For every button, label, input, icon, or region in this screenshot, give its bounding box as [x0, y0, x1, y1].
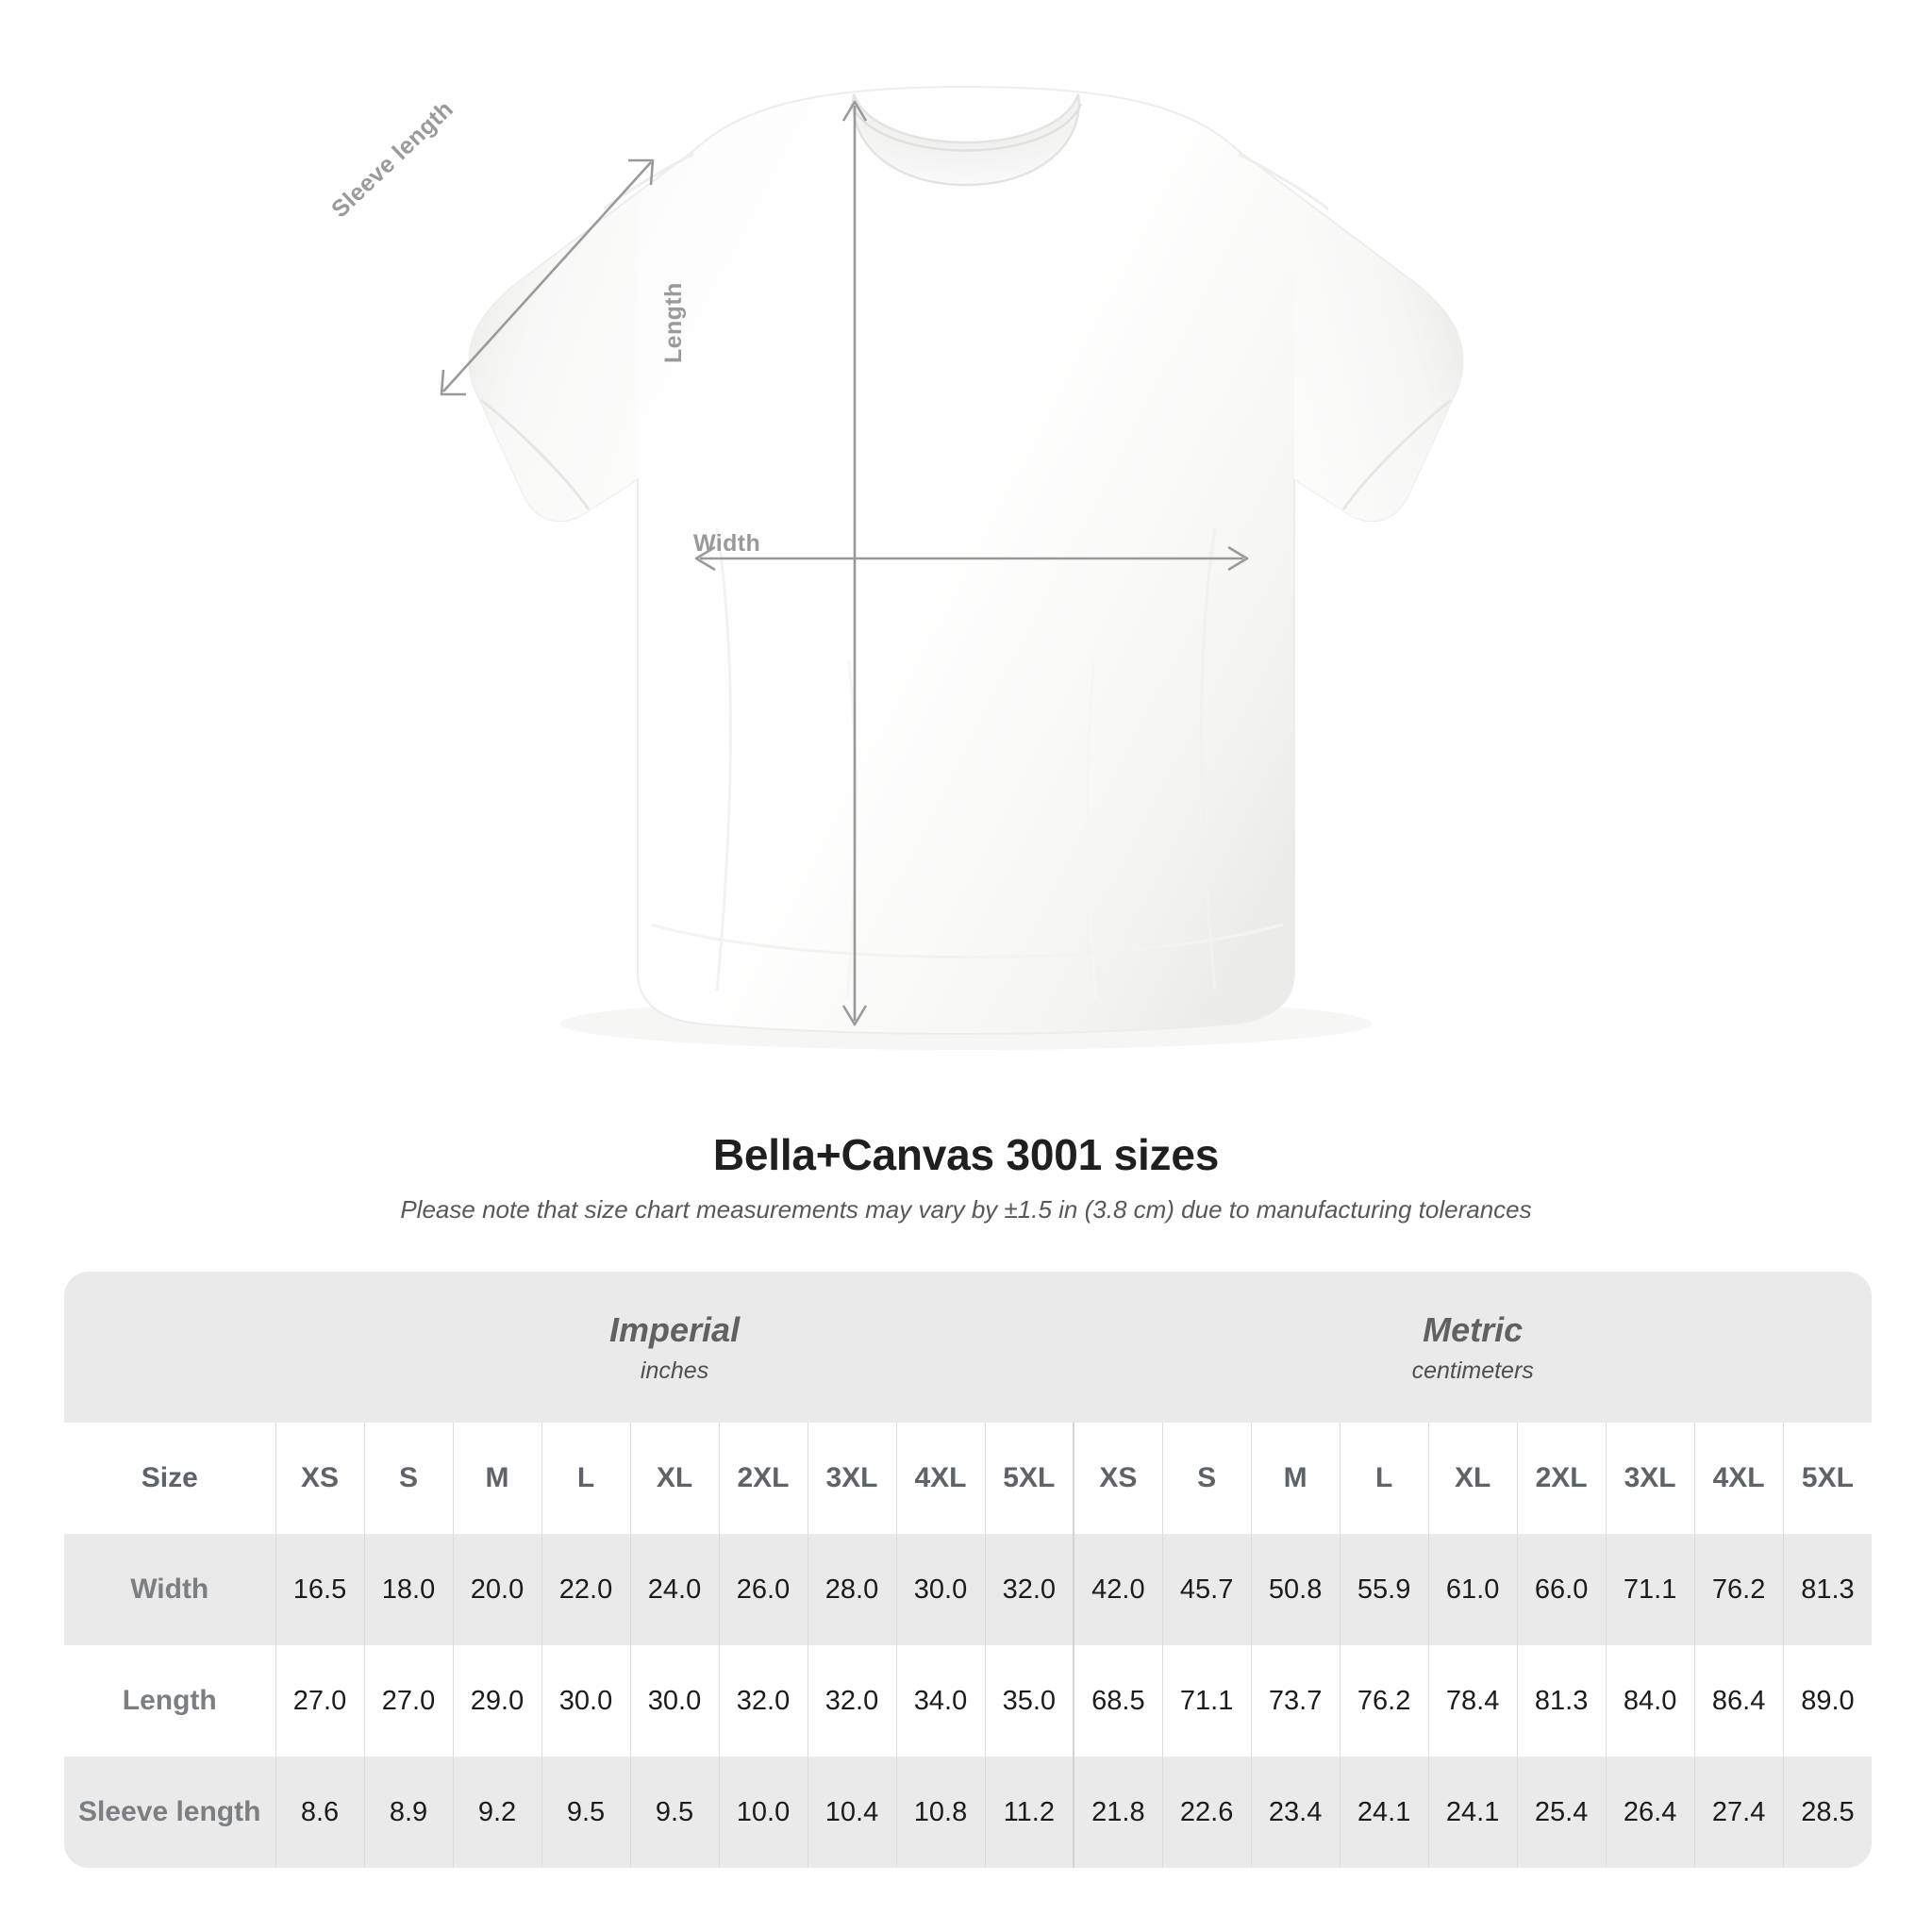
cell-sleeve-metric-xl: 24.1 [1427, 1757, 1518, 1868]
cell-width-metric-4xl: 76.2 [1693, 1534, 1784, 1645]
cell-length-metric-2xl: 81.3 [1516, 1645, 1607, 1757]
cell-length-metric-xs: 68.5 [1073, 1645, 1163, 1757]
cell-width-imperial-l: 22.0 [541, 1534, 630, 1645]
cell-length-metric-5xl: 89.0 [1782, 1645, 1873, 1757]
row-label-width: Width [64, 1534, 275, 1645]
size-header-imperial-s: S [363, 1423, 453, 1534]
cell-length-imperial-3xl: 32.0 [807, 1645, 896, 1757]
cell-width-imperial-m: 20.0 [452, 1534, 541, 1645]
unit-group-metric: Metric centimeters [1074, 1272, 1873, 1423]
cell-width-metric-xs: 42.0 [1073, 1534, 1163, 1645]
size-header-row: Size XS S M L XL 2XL 3XL 4XL 5XL XS S M … [64, 1423, 1873, 1534]
cell-length-metric-l: 76.2 [1339, 1645, 1429, 1757]
cell-width-imperial-3xl: 28.0 [807, 1534, 896, 1645]
size-header-metric-3xl: 3XL [1605, 1423, 1695, 1534]
cell-sleeve-imperial-m: 9.2 [452, 1757, 541, 1868]
cell-width-imperial-xs: 16.5 [275, 1534, 364, 1645]
cell-sleeve-metric-l: 24.1 [1339, 1757, 1429, 1868]
unit-group-imperial: Imperial inches [275, 1272, 1074, 1423]
cell-width-metric-m: 50.8 [1250, 1534, 1341, 1645]
table-row: Sleeve length 8.6 8.9 9.2 9.5 9.5 10.0 1… [64, 1757, 1873, 1868]
cell-length-metric-m: 73.7 [1250, 1645, 1341, 1757]
cell-width-imperial-5xl: 32.0 [984, 1534, 1074, 1645]
cell-length-imperial-xl: 30.0 [629, 1645, 719, 1757]
size-header-metric-xl: XL [1427, 1423, 1518, 1534]
cell-width-metric-l: 55.9 [1339, 1534, 1429, 1645]
page-title: Bella+Canvas 3001 sizes [712, 1130, 1220, 1179]
cell-length-imperial-5xl: 35.0 [984, 1645, 1074, 1757]
annotation-width: Width [693, 530, 761, 557]
cell-length-metric-4xl: 86.4 [1693, 1645, 1784, 1757]
unit-group-imperial-name: Imperial [609, 1309, 741, 1349]
cell-length-metric-xl: 78.4 [1427, 1645, 1518, 1757]
cell-width-imperial-4xl: 30.0 [895, 1534, 985, 1645]
unit-row-corner [64, 1272, 275, 1423]
cell-length-metric-3xl: 84.0 [1605, 1645, 1695, 1757]
size-table: Imperial inches Metric centimeters Size … [64, 1272, 1873, 1868]
size-header-metric-m: M [1250, 1423, 1341, 1534]
size-header-imperial-xs: XS [275, 1423, 364, 1534]
cell-sleeve-imperial-5xl: 11.2 [984, 1757, 1074, 1868]
cell-length-imperial-l: 30.0 [541, 1645, 630, 1757]
cell-width-metric-5xl: 81.3 [1782, 1534, 1873, 1645]
unit-group-row: Imperial inches Metric centimeters [64, 1272, 1873, 1423]
size-table-container: Imperial inches Metric centimeters Size … [64, 1272, 1873, 1868]
size-header-imperial-3xl: 3XL [807, 1423, 896, 1534]
cell-width-metric-xl: 61.0 [1427, 1534, 1518, 1645]
cell-length-imperial-s: 27.0 [363, 1645, 453, 1757]
cell-sleeve-metric-3xl: 26.4 [1605, 1757, 1695, 1868]
size-header-imperial-m: M [452, 1423, 541, 1534]
cell-sleeve-imperial-4xl: 10.8 [895, 1757, 985, 1868]
unit-group-metric-sub: centimeters [1411, 1357, 1534, 1385]
measurement-arrows [440, 100, 1249, 1026]
size-header-imperial-2xl: 2XL [718, 1423, 808, 1534]
cell-sleeve-metric-s: 22.6 [1161, 1757, 1252, 1868]
size-header-metric-xs: XS [1073, 1423, 1163, 1534]
cell-sleeve-imperial-xl: 9.5 [629, 1757, 719, 1868]
cell-width-imperial-s: 18.0 [363, 1534, 453, 1645]
cell-length-metric-s: 71.1 [1161, 1645, 1252, 1757]
size-header-metric-4xl: 4XL [1693, 1423, 1784, 1534]
page-subtitle: Please note that size chart measurements… [400, 1195, 1532, 1224]
cell-sleeve-imperial-s: 8.9 [363, 1757, 453, 1868]
tshirt-illustration: Sleeve length Length Width [326, 85, 1464, 1050]
size-header-label: Size [64, 1423, 275, 1534]
cell-sleeve-metric-m: 23.4 [1250, 1757, 1341, 1868]
title-block: Bella+Canvas 3001 sizes Please note that… [0, 1128, 1932, 1226]
cell-sleeve-imperial-2xl: 10.0 [718, 1757, 808, 1868]
cell-length-imperial-m: 29.0 [452, 1645, 541, 1757]
size-header-metric-l: L [1339, 1423, 1429, 1534]
cell-width-imperial-2xl: 26.0 [718, 1534, 808, 1645]
cell-sleeve-imperial-xs: 8.6 [275, 1757, 364, 1868]
cell-length-imperial-2xl: 32.0 [718, 1645, 808, 1757]
size-header-metric-s: S [1161, 1423, 1252, 1534]
cell-width-imperial-xl: 24.0 [629, 1534, 719, 1645]
cell-width-metric-3xl: 71.1 [1605, 1534, 1695, 1645]
cell-sleeve-imperial-3xl: 10.4 [807, 1757, 896, 1868]
size-header-metric-2xl: 2XL [1516, 1423, 1607, 1534]
size-header-imperial-5xl: 5XL [984, 1423, 1074, 1534]
size-header-imperial-l: L [541, 1423, 630, 1534]
size-header-imperial-4xl: 4XL [895, 1423, 985, 1534]
annotation-length: Length [660, 282, 687, 363]
cell-width-metric-s: 45.7 [1161, 1534, 1252, 1645]
table-row: Length 27.0 27.0 29.0 30.0 30.0 32.0 32.… [64, 1645, 1873, 1757]
row-label-sleeve-length: Sleeve length [64, 1757, 275, 1868]
unit-group-imperial-sub: inches [640, 1357, 709, 1385]
cell-length-imperial-xs: 27.0 [275, 1645, 364, 1757]
cell-sleeve-metric-xs: 21.8 [1073, 1757, 1163, 1868]
cell-sleeve-imperial-l: 9.5 [541, 1757, 630, 1868]
unit-group-metric-name: Metric [1423, 1309, 1524, 1349]
size-header-metric-5xl: 5XL [1782, 1423, 1873, 1534]
cell-sleeve-metric-2xl: 25.4 [1516, 1757, 1607, 1868]
cell-sleeve-metric-4xl: 27.4 [1693, 1757, 1784, 1868]
cell-sleeve-metric-5xl: 28.5 [1782, 1757, 1873, 1868]
size-header-imperial-xl: XL [629, 1423, 719, 1534]
row-label-length: Length [64, 1645, 275, 1757]
tshirt-graphic [440, 85, 1464, 1050]
cell-width-metric-2xl: 66.0 [1516, 1534, 1607, 1645]
cell-length-imperial-4xl: 34.0 [895, 1645, 985, 1757]
table-row: Width 16.5 18.0 20.0 22.0 24.0 26.0 28.0… [64, 1534, 1873, 1645]
